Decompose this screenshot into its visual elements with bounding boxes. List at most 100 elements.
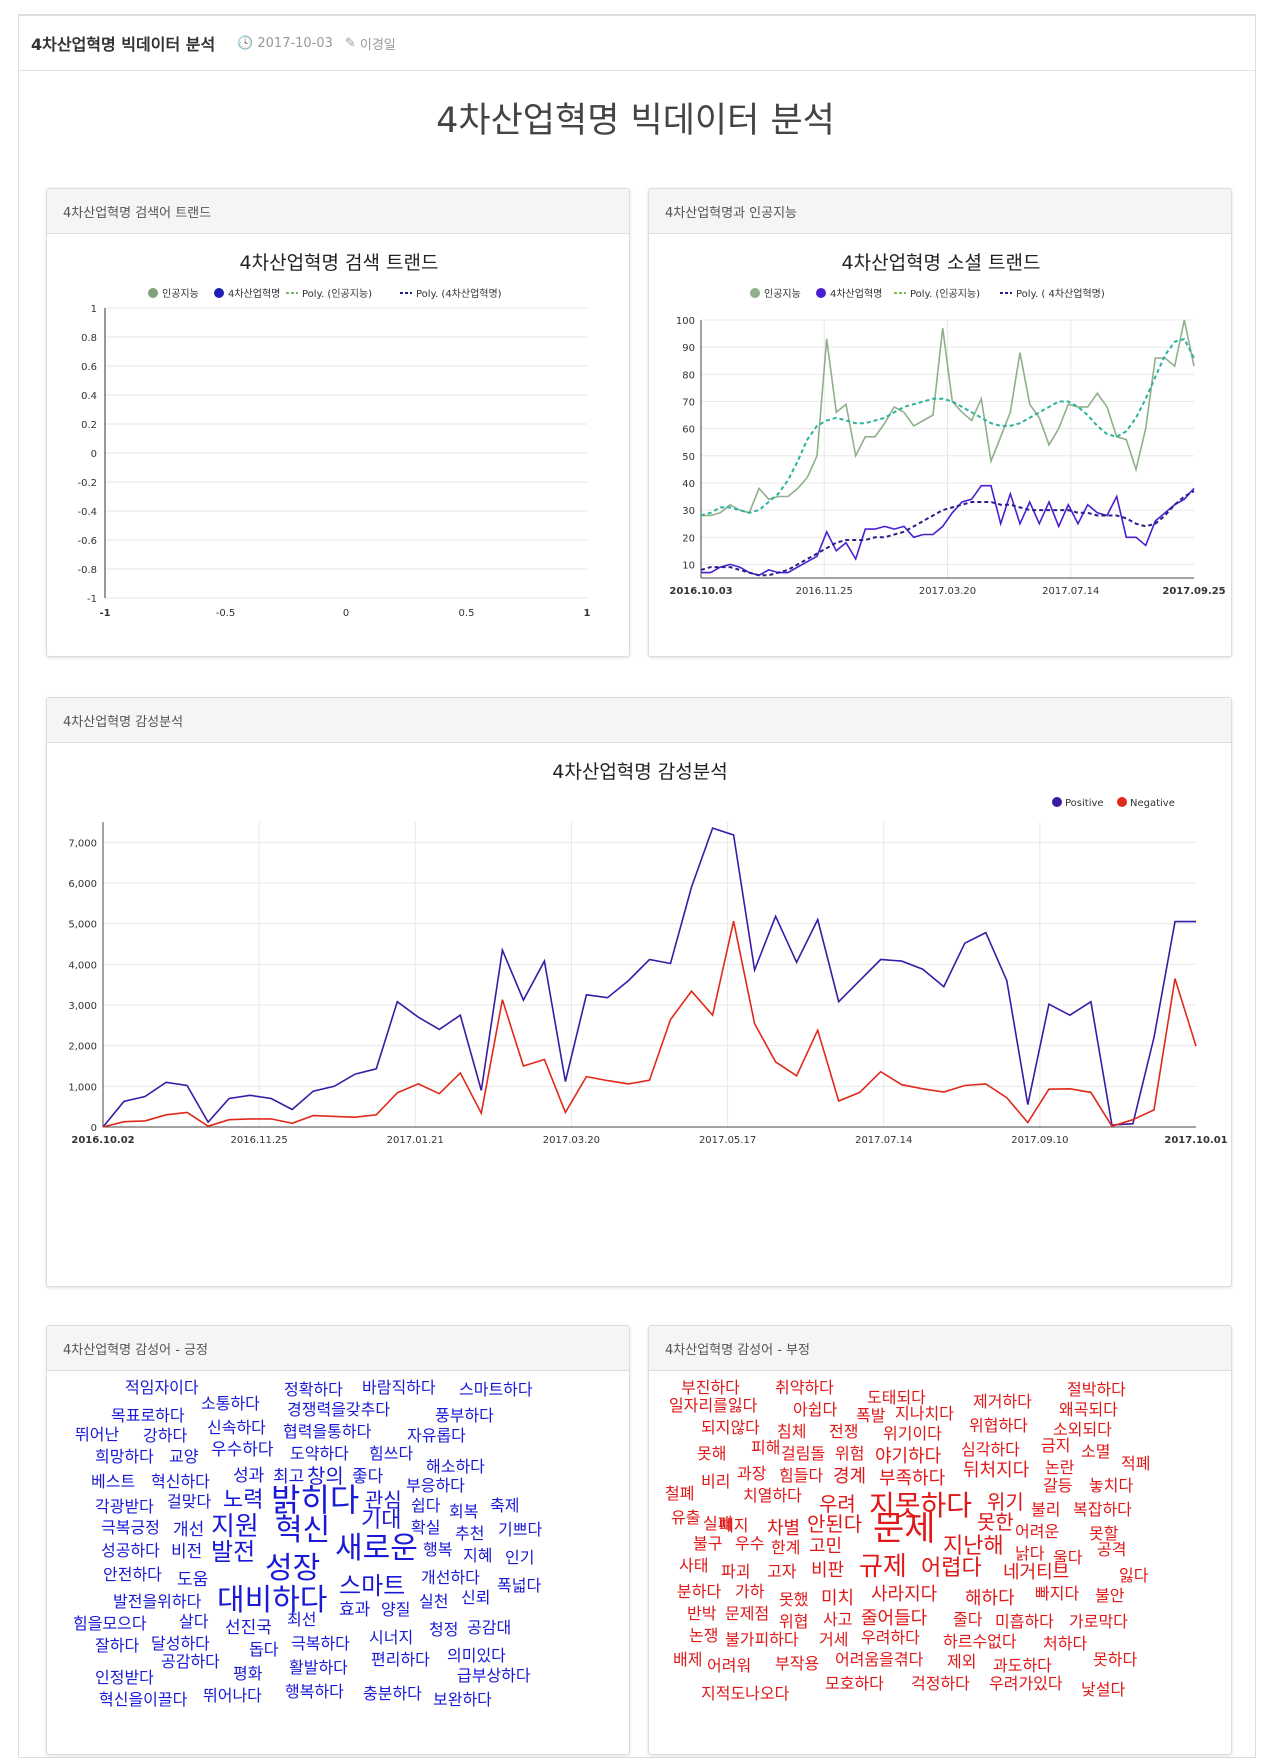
chart-title: 4차산업혁명 검색 트랜드 (240, 252, 439, 274)
word: 불가피하다 (725, 1630, 799, 1649)
word: 쉽다 (411, 1496, 441, 1515)
word: 지원 (211, 1512, 259, 1542)
pencil-icon: ✎ (344, 35, 356, 51)
word: 걱정하다 (911, 1674, 970, 1693)
word: 문제 (873, 1509, 936, 1549)
word: 위협하다 (969, 1416, 1028, 1435)
word: 뒤처지다 (963, 1460, 1030, 1481)
word: 미치 (821, 1588, 855, 1609)
word: 사태 (679, 1556, 709, 1575)
y-tick-label: 0 (91, 1123, 97, 1134)
word: 걸맞다 (167, 1492, 212, 1511)
word: 비판 (811, 1560, 845, 1581)
word: 최선 (287, 1610, 317, 1629)
word: 살다 (179, 1612, 209, 1631)
word: 불구 (693, 1534, 723, 1553)
word: 개선 (173, 1520, 205, 1540)
word: 비리 (701, 1472, 731, 1491)
word: 바람직하다 (362, 1378, 436, 1397)
post-date: 2017-10-03 (257, 35, 333, 51)
word: 아쉽다 (793, 1400, 838, 1419)
word: 네거티브 (1003, 1562, 1070, 1583)
legend-label: Poly. (인공지능) (302, 288, 372, 300)
social-trend-chart: 4차산업혁명 소셜 트랜드 100 90 80 70 60 50 40 30 20 10 2016.1… (669, 252, 1225, 597)
series-line-1 (701, 484, 1195, 577)
word: 피해 (751, 1438, 781, 1457)
panel-social-trend: 4차산업혁명과 인공지능 4차산업혁명 소셜 트랜드 100 90 80 70 60 50 4… (648, 188, 1232, 657)
x-tick-label: -1 (99, 608, 110, 619)
word: 하르수없다 (943, 1632, 1017, 1651)
word: 우수 (735, 1534, 765, 1553)
post-author[interactable]: 이경일 (359, 37, 396, 53)
word: 취약하다 (775, 1378, 834, 1397)
word: 지적도나오다 (701, 1684, 790, 1703)
word: 가로막다 (1069, 1612, 1128, 1631)
post-title[interactable]: 4차산업혁명 빅데이터 분석 (31, 35, 216, 54)
word: 급부상하다 (457, 1666, 531, 1685)
word: 놓치다 (1089, 1476, 1134, 1495)
y-tick-label: 70 (682, 397, 695, 408)
y-tick-label: 60 (682, 425, 695, 436)
word: 심각하다 (961, 1440, 1020, 1459)
post-meta: 🕓 2017-10-03 ✎ 이경일 (237, 34, 396, 53)
word: 폐지 (719, 1516, 749, 1535)
word: 왜곡되다 (1059, 1400, 1118, 1419)
y-tick-label: 0.6 (81, 362, 97, 373)
word: 소통하다 (201, 1394, 260, 1413)
word: 실천 (419, 1592, 449, 1611)
word: 위험 (835, 1444, 865, 1463)
word: 금지 (1041, 1436, 1071, 1455)
post-card: 4차산업혁명 빅데이터 분석 🕓 2017-10-03 ✎ 이경일 (18, 14, 1256, 1758)
legend-label: 4차산업혁명 (830, 287, 882, 300)
word: 적임자이다 (125, 1378, 199, 1397)
word: 과도하다 (993, 1656, 1052, 1675)
y-tick-label: 50 (682, 452, 695, 463)
word: 선진국 (225, 1618, 272, 1638)
legend-label: Poly. (4차산업혁명) (416, 287, 502, 300)
chart-title: 4차산업혁명 소셜 트랜드 (842, 252, 1041, 274)
word: 공감하다 (161, 1652, 220, 1671)
word: 스마트 (339, 1572, 406, 1600)
word: 힘을모으다 (73, 1614, 147, 1633)
word: 부족하다 (879, 1468, 946, 1489)
word: 못하다 (1093, 1650, 1138, 1669)
y-tick-label: 100 (676, 316, 695, 327)
word: 어렵다 (921, 1556, 982, 1581)
word: 스마트하다 (459, 1380, 533, 1399)
word: 고민 (809, 1536, 843, 1557)
word: 정확하다 (284, 1380, 343, 1399)
y-tick-label: 0 (91, 449, 97, 460)
series-line-3 (700, 490, 1195, 577)
word: 우려하다 (861, 1628, 920, 1647)
word: 성과 (233, 1466, 265, 1486)
word: 좋다 (352, 1467, 384, 1487)
x-tick-label: 2017.03.20 (919, 586, 976, 597)
word: 못한 (977, 1510, 1014, 1534)
word: 해하다 (965, 1588, 1015, 1609)
word: 편리하다 (371, 1650, 430, 1669)
word: 한계 (771, 1538, 801, 1557)
word: 추천 (455, 1524, 485, 1543)
word: 밝히다 (271, 1481, 360, 1519)
word: 지나치다 (895, 1404, 954, 1423)
word: 활발하다 (289, 1658, 348, 1677)
word: 반박 (687, 1604, 717, 1623)
panel-heading: 4차산업혁명 감성어 - 긍정 (47, 1326, 629, 1371)
word: 잃다 (1119, 1566, 1149, 1585)
chart-title: 4차산업혁명 감성분석 (552, 761, 727, 783)
word: 공감대 (467, 1618, 512, 1637)
x-tick-label: 2016.11.25 (231, 1135, 288, 1146)
word: 신속하다 (207, 1418, 266, 1437)
word: 복잡하다 (1073, 1500, 1132, 1519)
x-tick-label: 2017.01.21 (387, 1135, 444, 1146)
word: 모호하다 (825, 1674, 884, 1693)
word: 낡다 (1015, 1544, 1045, 1563)
word: 줄다 (953, 1610, 983, 1629)
word: 폭발 (856, 1406, 886, 1425)
series-line-0 (701, 319, 1195, 517)
word: 위협 (779, 1612, 809, 1631)
y-tick-label: 20 (682, 533, 695, 544)
word: 새로운 (335, 1531, 418, 1566)
x-tick-label: 2017.09.25 (1162, 586, 1225, 597)
word: 축제 (490, 1496, 520, 1515)
